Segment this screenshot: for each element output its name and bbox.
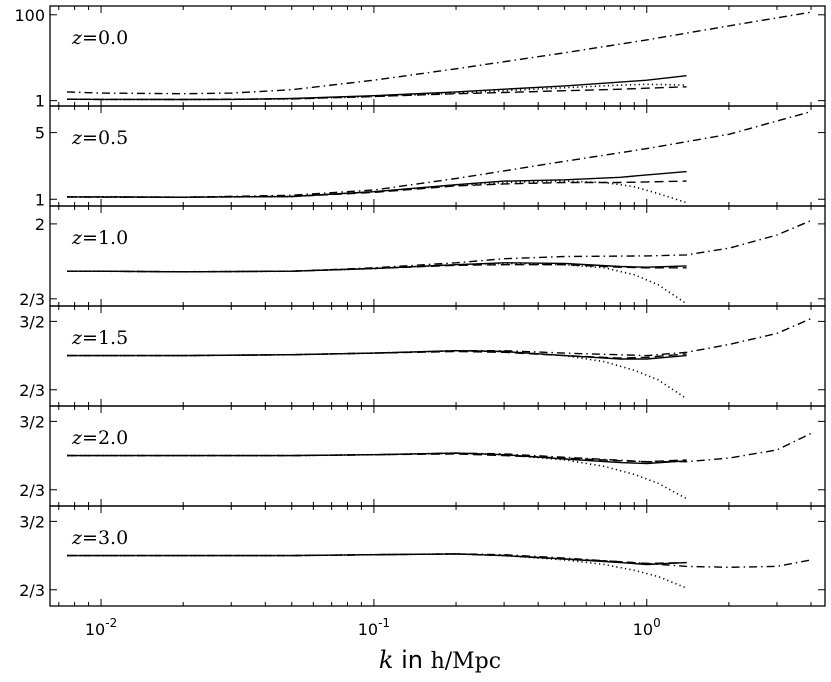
y-tick-label: 3/2: [19, 312, 45, 331]
panel-label-eq: =: [82, 527, 98, 549]
y-tick-label: 3/2: [19, 412, 45, 431]
x-tick-exp: -1: [378, 616, 390, 630]
y-tick-label: 100: [14, 6, 45, 25]
panel-label-value: 0.5: [98, 127, 128, 149]
series-line-dotted: [67, 180, 687, 204]
y-tick-label: 2/3: [19, 290, 45, 309]
x-axis-label-unit: h/Mpc: [431, 649, 502, 674]
panel-label-value: 3.0: [98, 527, 128, 549]
panel-frame: [49, 5, 826, 107]
panel: 1 5 z=0.5: [35, 105, 826, 209]
panel-label-eq: =: [82, 227, 98, 249]
x-tick-exp: -2: [105, 616, 117, 630]
panel-label: z=2.0: [71, 427, 128, 449]
panel-label-var: z: [71, 427, 83, 449]
series-line-solid: [67, 170, 687, 198]
y-tick-label: 1: [35, 190, 45, 209]
series-line-dashdot: [67, 432, 812, 463]
panel-label: z=1.0: [71, 227, 128, 249]
x-tick-base: 10: [633, 620, 653, 639]
x-tick-base: 10: [358, 620, 378, 639]
x-axis-label-var: k: [379, 646, 394, 674]
y-tick-label: 2/3: [19, 481, 45, 500]
panel-label-var: z: [71, 127, 83, 149]
panel-label: z=3.0: [71, 527, 128, 549]
panel-label-var: z: [71, 327, 83, 349]
panel-frame: [49, 205, 826, 307]
series-line-dotted: [67, 262, 688, 305]
panel: 2/3 3/2 z=2.0: [19, 405, 826, 507]
y-tick-label: 2/3: [19, 381, 45, 400]
series-line-dotted: [66, 83, 687, 101]
x-axis-label: k in h/Mpc: [379, 646, 501, 674]
panel-frame: [49, 105, 826, 207]
panel-label-var: z: [71, 227, 83, 249]
panel-label: z=0.5: [71, 127, 128, 149]
panel: 2/3 3/2 z=3.0: [19, 505, 826, 607]
x-axis: 10-2 10-1 100: [85, 616, 661, 639]
panel-frame: [49, 505, 826, 607]
panel-label-value: 0.0: [98, 27, 128, 49]
panel-label-eq: =: [82, 127, 98, 149]
panel: 2/3 3/2 z=1.5: [19, 305, 826, 407]
series-line-dashdot: [67, 219, 812, 273]
y-tick-label: 3/2: [19, 512, 45, 531]
y-tick-label: 5: [35, 124, 45, 143]
x-tick-base: 10: [85, 620, 105, 639]
x-tick-label: 10-2: [85, 616, 117, 639]
y-tick-label: 2/3: [19, 581, 45, 600]
x-axis-label-mid: in: [393, 646, 430, 674]
x-tick-exp: 0: [653, 616, 661, 630]
panel-label-eq: =: [82, 327, 98, 349]
panel-label-var: z: [71, 527, 83, 549]
x-tick-label: 100: [633, 616, 661, 639]
panel: 2/3 2 z=1.0: [19, 205, 826, 309]
series-line-dashdot: [67, 317, 812, 357]
panel-label-eq: =: [82, 427, 98, 449]
series-line-dashdot: [67, 553, 812, 569]
series-line-dotted: [67, 553, 687, 589]
y-tick-label: 1: [35, 92, 45, 111]
panel-label-value: 1.5: [98, 327, 128, 349]
panel-label-var: z: [71, 27, 83, 49]
y-tick-label: 2: [35, 215, 45, 234]
panel: 1 100 z=0.0: [14, 5, 826, 111]
panel-label-value: 1.0: [98, 227, 128, 249]
panel-label: z=1.5: [71, 327, 128, 349]
panel-label-eq: =: [82, 27, 98, 49]
series-line-dashdot: [66, 110, 812, 198]
series-line-dashdot: [66, 11, 812, 95]
x-tick-label: 10-1: [358, 616, 390, 639]
panel-label: z=0.0: [71, 27, 128, 49]
panel-label-value: 2.0: [98, 427, 128, 449]
